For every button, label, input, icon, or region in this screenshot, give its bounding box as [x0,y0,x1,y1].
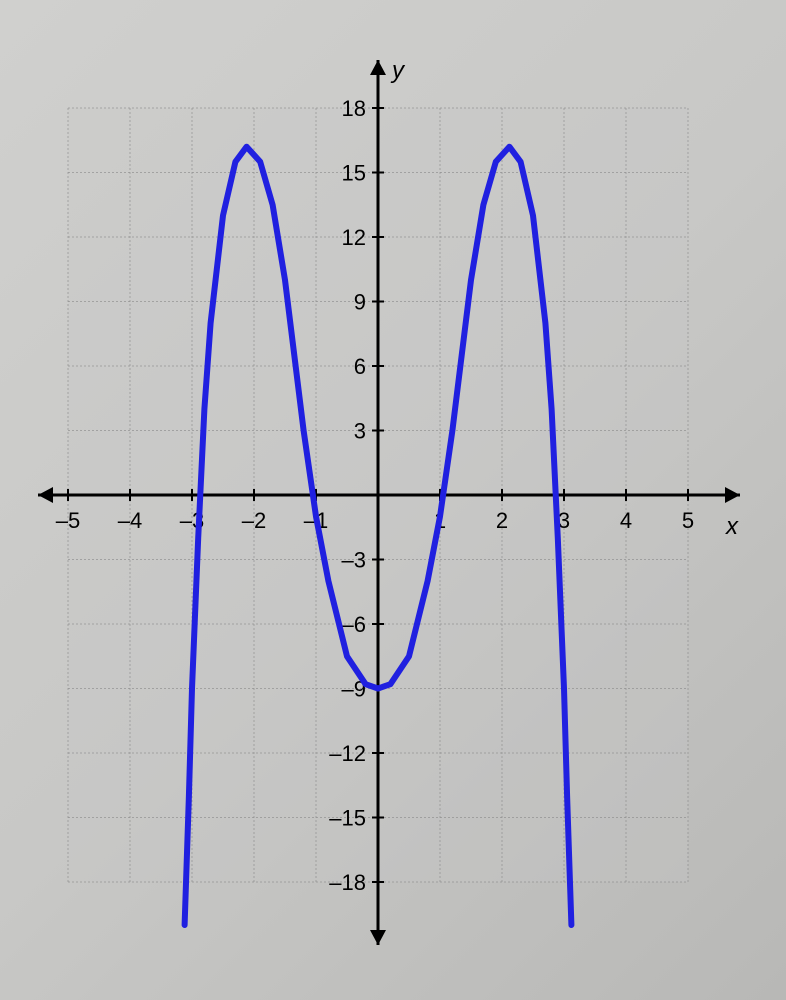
y-tick-label: –18 [329,870,366,895]
y-tick-label: –3 [342,548,366,573]
y-tick-label: 15 [342,161,366,186]
x-tick-label: 2 [496,508,508,533]
x-tick-label: –5 [56,508,80,533]
chart-svg: –5 –4 –3 –2 –1 1 2 3 4 5 18 15 12 9 6 3 … [30,50,756,960]
chart-container: –5 –4 –3 –2 –1 1 2 3 4 5 18 15 12 9 6 3 … [30,50,756,960]
x-tick-label: 5 [682,508,694,533]
x-tick-label: –4 [118,508,142,533]
x-tick-label: –2 [242,508,266,533]
y-tick-label: 3 [354,419,366,444]
y-tick-label: 18 [342,96,366,121]
y-tick-label: –6 [342,612,366,637]
y-tick-label: –12 [329,741,366,766]
y-tick-label: –15 [329,806,366,831]
y-tick-label: 12 [342,225,366,250]
y-tick-label: 6 [354,354,366,379]
x-tick-label: 4 [620,508,632,533]
y-tick-label: 9 [354,290,366,315]
y-axis-label: y [390,57,406,84]
x-axis-label: x [725,513,739,540]
